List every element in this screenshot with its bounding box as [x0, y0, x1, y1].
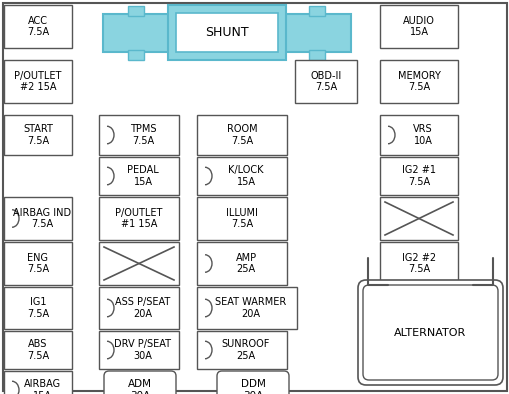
Text: AUDIO
15A: AUDIO 15A	[402, 16, 434, 37]
Bar	[99, 331, 179, 369]
Bar	[379, 60, 457, 103]
Bar	[4, 242, 72, 285]
Text: OBD-II
7.5A: OBD-II 7.5A	[310, 71, 341, 92]
Bar	[4, 115, 72, 155]
Bar	[294, 60, 356, 103]
FancyBboxPatch shape	[104, 371, 176, 394]
Bar	[99, 242, 179, 285]
FancyBboxPatch shape	[216, 371, 289, 394]
Text: AIRBAG IND
7.5A: AIRBAG IND 7.5A	[13, 208, 71, 229]
Bar	[99, 115, 179, 155]
Bar	[103, 14, 169, 52]
Bar	[196, 331, 287, 369]
Bar	[196, 242, 287, 285]
Text: ALTERNATOR: ALTERNATOR	[393, 327, 466, 338]
Text: ROOM
7.5A: ROOM 7.5A	[226, 124, 257, 146]
Bar	[196, 115, 287, 155]
Text: ENG
7.5A: ENG 7.5A	[27, 253, 49, 274]
Bar	[379, 115, 457, 155]
Text: DRV P/SEAT
30A: DRV P/SEAT 30A	[115, 339, 171, 361]
Bar	[4, 287, 72, 329]
Bar	[379, 242, 457, 285]
Bar	[128, 6, 144, 16]
Text: ACC
7.5A: ACC 7.5A	[27, 16, 49, 37]
Text: START
7.5A: START 7.5A	[23, 124, 53, 146]
Text: DDM
30A: DDM 30A	[240, 379, 265, 394]
Bar	[284, 14, 350, 52]
Bar	[379, 5, 457, 48]
Bar	[379, 157, 457, 195]
Bar	[196, 287, 296, 329]
Text: P/OUTLET
#1 15A: P/OUTLET #1 15A	[115, 208, 162, 229]
Bar	[196, 197, 287, 240]
Bar	[128, 50, 144, 60]
Bar	[4, 5, 72, 48]
Bar	[99, 197, 179, 240]
Bar	[308, 50, 324, 60]
Text: IG1
7.5A: IG1 7.5A	[27, 297, 49, 319]
Bar	[176, 13, 277, 52]
Bar	[167, 5, 286, 60]
Text: TPMS
7.5A: TPMS 7.5A	[129, 124, 156, 146]
Bar	[99, 287, 179, 329]
Bar	[379, 197, 457, 240]
Text: ABS
7.5A: ABS 7.5A	[27, 339, 49, 361]
Bar	[4, 371, 72, 394]
Text: IG2 #1
7.5A: IG2 #1 7.5A	[401, 165, 435, 187]
Bar	[196, 157, 287, 195]
Text: ASS P/SEAT
20A: ASS P/SEAT 20A	[115, 297, 171, 319]
Text: SEAT WARMER
20A: SEAT WARMER 20A	[215, 297, 286, 319]
Bar	[99, 157, 179, 195]
Text: AMP
25A: AMP 25A	[235, 253, 256, 274]
Bar	[4, 60, 72, 103]
Text: AIRBAG
15A: AIRBAG 15A	[23, 379, 61, 394]
Text: SHUNT: SHUNT	[205, 26, 248, 39]
Text: PEDAL
15A: PEDAL 15A	[127, 165, 159, 187]
FancyBboxPatch shape	[357, 280, 502, 385]
Text: P/OUTLET
#2 15A: P/OUTLET #2 15A	[14, 71, 62, 92]
Text: ADM
30A: ADM 30A	[128, 379, 152, 394]
Text: MEMORY
7.5A: MEMORY 7.5A	[397, 71, 440, 92]
Bar	[308, 6, 324, 16]
FancyBboxPatch shape	[362, 285, 497, 380]
Text: VRS
10A: VRS 10A	[412, 124, 432, 146]
Text: ILLUMI
7.5A: ILLUMI 7.5A	[225, 208, 258, 229]
Bar	[4, 331, 72, 369]
Text: SUNROOF
25A: SUNROOF 25A	[221, 339, 270, 361]
Text: IG2 #2
7.5A: IG2 #2 7.5A	[401, 253, 435, 274]
Bar	[4, 197, 72, 240]
Text: K/LOCK
15A: K/LOCK 15A	[228, 165, 263, 187]
